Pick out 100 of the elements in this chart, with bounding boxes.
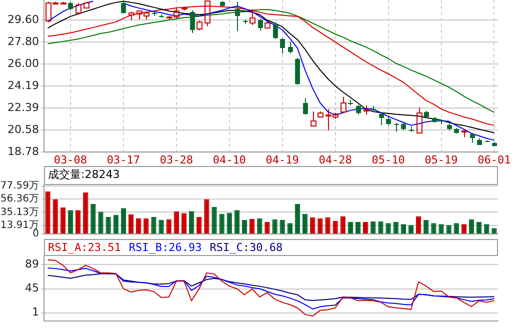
- y-tick-label: 27.80: [8, 34, 39, 48]
- bar: [287, 223, 292, 234]
- bar: [120, 208, 126, 234]
- y-tick-label: 24.19: [8, 78, 39, 92]
- bar: [318, 218, 323, 234]
- candlestick: [371, 106, 376, 113]
- candlestick: [470, 132, 475, 144]
- bar: [400, 224, 406, 234]
- bar: [166, 219, 172, 234]
- bar: [431, 223, 436, 234]
- bar: [454, 223, 459, 234]
- bar: [128, 214, 134, 234]
- y-tick-label: 56.36万: [0, 194, 39, 205]
- x-tick-label: 04-28: [318, 153, 352, 166]
- y-tick-label: 13.91万: [0, 220, 39, 231]
- chart-title: 成交量:28243: [48, 168, 120, 181]
- bar: [226, 212, 232, 234]
- bar: [461, 224, 467, 234]
- candlestick: [356, 104, 361, 116]
- y-tick-label: 35.13万: [0, 206, 39, 218]
- bar: [476, 222, 482, 234]
- candlestick: [295, 57, 300, 84]
- x-tick-label: 03-28: [160, 153, 193, 166]
- bar: [188, 211, 194, 234]
- candlestick: [235, 1, 240, 32]
- x-tick-label: 05-19: [424, 153, 458, 166]
- candlestick: [401, 122, 406, 131]
- bar: [52, 199, 58, 234]
- bar: [257, 218, 262, 234]
- y-tick-label: 1: [32, 306, 39, 319]
- bar: [310, 217, 316, 234]
- bar: [468, 219, 474, 234]
- y-tick-label: 18.78: [8, 144, 39, 158]
- bar: [98, 212, 104, 234]
- candlestick: [432, 116, 437, 122]
- bar: [219, 214, 224, 234]
- x-tick-label: 04-19: [266, 153, 299, 166]
- candlestick: [68, 1, 73, 11]
- candlestick: [310, 111, 316, 126]
- bar: [302, 214, 308, 234]
- bar: [325, 217, 330, 234]
- bar: [378, 221, 384, 234]
- bar: [294, 204, 300, 234]
- bar: [332, 221, 338, 234]
- bar: [151, 216, 156, 234]
- x-tick-label: 03-08: [54, 153, 88, 166]
- bar: [264, 222, 270, 234]
- bar: [242, 220, 248, 234]
- bar: [250, 218, 255, 234]
- bar: [386, 223, 391, 234]
- y-tick-label: 45: [25, 282, 39, 295]
- text: RSI_C:30.68: [210, 241, 283, 254]
- bar: [45, 191, 50, 234]
- bar: [416, 216, 422, 234]
- bar: [424, 220, 429, 234]
- x-tick-label: 05-10: [372, 153, 405, 166]
- candlestick: [258, 18, 263, 32]
- bar: [348, 222, 354, 234]
- candlestick: [152, 10, 157, 16]
- bar: [60, 207, 66, 234]
- bar: [280, 220, 285, 234]
- candlestick: [424, 110, 429, 117]
- candlestick: [288, 40, 293, 54]
- bar: [340, 216, 346, 234]
- bar: [83, 192, 88, 234]
- x-tick-label: 06-01: [478, 153, 511, 166]
- y-tick-label: 26.00: [8, 56, 39, 70]
- bar: [158, 220, 164, 234]
- y-tick-label: 20.58: [8, 122, 39, 136]
- candlestick: [386, 116, 391, 126]
- bar: [363, 222, 368, 234]
- y-tick-label: 22.39: [8, 100, 39, 114]
- bar: [438, 224, 444, 234]
- bar: [204, 199, 210, 234]
- candlestick: [190, 10, 195, 34]
- bar: [355, 222, 361, 234]
- bar: [181, 213, 187, 234]
- bar: [484, 224, 490, 234]
- candlestick: [454, 127, 459, 133]
- y-tick-label: 89: [25, 258, 39, 271]
- bar: [393, 222, 398, 234]
- bar: [113, 214, 118, 234]
- bar: [136, 218, 142, 234]
- bar: [196, 216, 202, 234]
- candlestick: [492, 142, 497, 146]
- bar: [212, 207, 217, 234]
- text: RSI_B:26.93: [128, 241, 202, 254]
- candlestick: [394, 122, 399, 132]
- x-tick-label: 03-17: [106, 153, 140, 166]
- bar: [75, 210, 81, 234]
- series-label: RSI_A:23.51: [48, 241, 121, 254]
- y-tick-label: 0: [32, 228, 39, 240]
- candlestick: [243, 19, 248, 24]
- x-tick-label: 04-10: [212, 153, 246, 166]
- bar: [174, 211, 179, 234]
- bar: [272, 219, 278, 234]
- bar: [234, 210, 240, 234]
- candlestick: [447, 123, 452, 131]
- candlestick: [250, 8, 256, 26]
- bar: [68, 210, 74, 234]
